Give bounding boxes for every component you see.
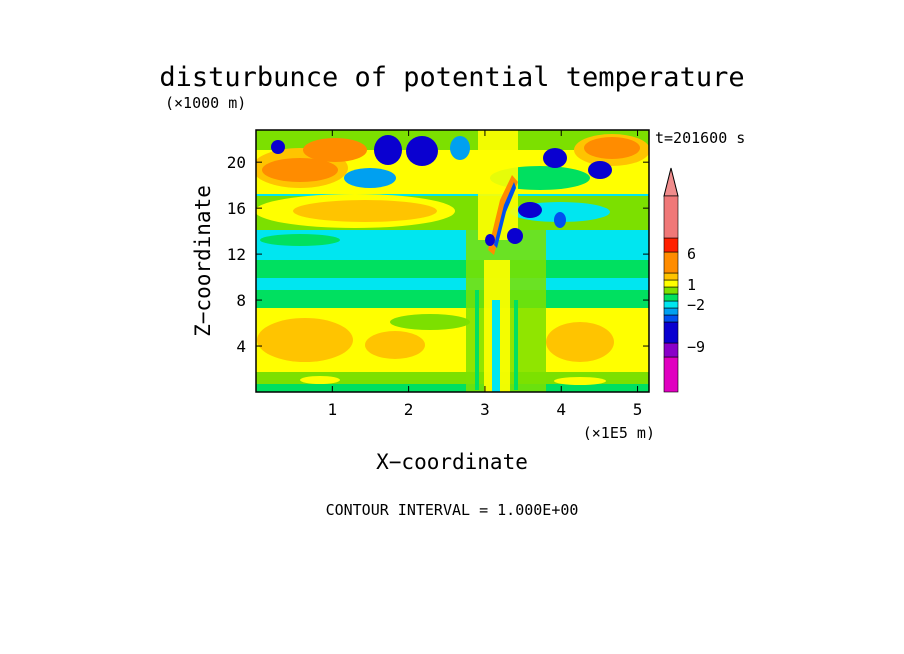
cold-blob-2	[406, 136, 438, 166]
y-unit-label: (×1000 m)	[165, 94, 246, 112]
colorbar	[663, 167, 679, 393]
cold-blob-4	[588, 161, 612, 179]
x-tick-label: 4	[556, 400, 566, 419]
cold-blob-7	[507, 228, 523, 244]
y-tick-label: 8	[236, 291, 246, 310]
colorbar-segment	[663, 195, 679, 239]
band-cyan-green-spot	[260, 234, 340, 246]
warm-low-1	[257, 318, 353, 362]
colorbar-label-minus9: −9	[687, 338, 705, 356]
cool-patch-1	[344, 168, 396, 188]
cold-blob-9	[485, 234, 495, 246]
band-green-11km	[256, 260, 649, 278]
contour-interval-note: CONTOUR INTERVAL = 1.000E+00	[326, 501, 579, 519]
colorbar-segment	[663, 272, 679, 281]
cold-blob-1	[374, 135, 402, 165]
warm-core-ul2	[303, 138, 367, 162]
band-green-8km	[256, 290, 649, 310]
colorbar-segment	[663, 314, 679, 323]
warm-low-2	[365, 331, 425, 359]
y-tick-label: 20	[227, 153, 246, 172]
x-tick-label: 2	[404, 400, 414, 419]
band-mid-orange	[293, 200, 437, 222]
y-axis-ticks: 4 8 12 16 20	[227, 153, 649, 356]
colorbar-label-1: 1	[687, 276, 696, 294]
colorbar-segment	[663, 279, 679, 288]
warm-low-3	[546, 322, 614, 362]
x-unit-label: (×1E5 m)	[583, 424, 655, 442]
x-axis-ticks: 1 2 3 4 5	[327, 130, 642, 419]
wave-tilt-blue	[494, 182, 516, 248]
y-axis-title: Z−coordinate	[191, 185, 215, 337]
colorbar-label-6: 6	[687, 245, 696, 263]
cool-patch-2	[450, 136, 470, 160]
chart-title: disturbunce of potential temperature	[159, 62, 744, 93]
colorbar-label-minus2: −2	[687, 296, 705, 314]
colorbar-segment	[663, 286, 679, 295]
wave-stripe-2	[514, 300, 518, 390]
contour-field	[256, 130, 649, 392]
warm-core-ul	[262, 158, 338, 182]
band-surface-dkgreen	[256, 384, 649, 392]
colorbar-segment	[663, 293, 679, 302]
x-tick-label: 1	[327, 400, 337, 419]
wave-column-cyan	[492, 300, 500, 392]
colorbar-segment	[663, 321, 679, 344]
cold-blob-5	[271, 140, 285, 154]
time-label: t=201600 s	[655, 129, 745, 147]
colorbar-segment	[663, 356, 679, 393]
wave-stripe-1	[475, 290, 479, 390]
warm-core-ur	[584, 137, 640, 159]
x-tick-label: 3	[480, 400, 490, 419]
colorbar-segment	[663, 237, 679, 253]
surface-yellow-2	[554, 377, 606, 385]
colorbar-segment	[663, 307, 679, 316]
band-cyan-10km	[256, 278, 649, 290]
y-tick-label: 16	[227, 199, 246, 218]
colorbar-segment	[663, 300, 679, 309]
surface-yellow-1	[300, 376, 340, 384]
y-tick-label: 4	[236, 337, 246, 356]
green-low-spot	[390, 314, 470, 330]
x-axis-title: X−coordinate	[376, 450, 528, 474]
plot-frame	[255, 129, 650, 393]
cold-blob-3	[543, 148, 567, 168]
cold-blob-8	[554, 212, 566, 228]
colorbar-extend-arrow	[663, 167, 679, 197]
y-tick-label: 12	[227, 245, 246, 264]
colorbar-segment	[663, 342, 679, 358]
colorbar-segment	[663, 251, 679, 274]
cold-blob-6	[518, 202, 542, 218]
x-tick-label: 5	[633, 400, 643, 419]
